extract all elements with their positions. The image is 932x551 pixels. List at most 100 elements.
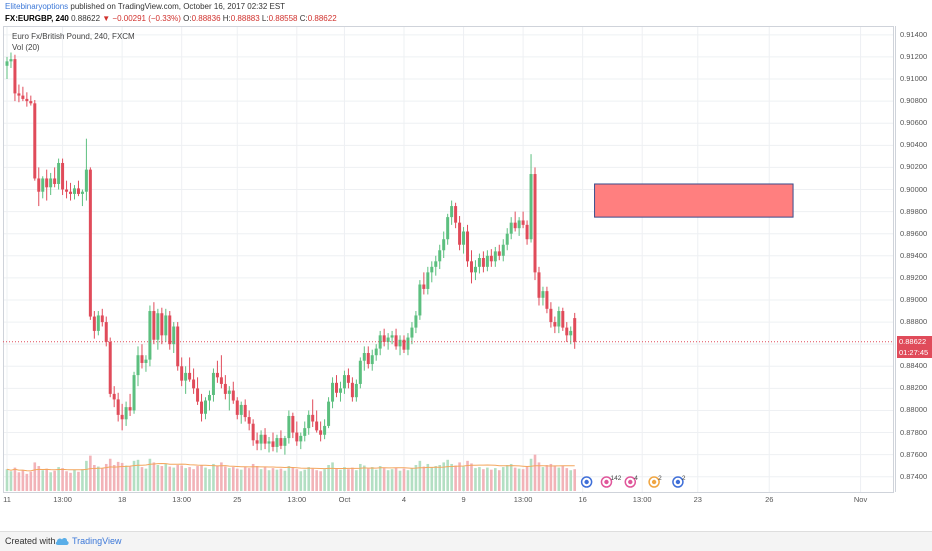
- volume-bar: [458, 462, 461, 491]
- price-axis-panel[interactable]: 0.91400 0.91200 0.91000 0.90800 0.90600 0.904…: [895, 26, 932, 492]
- candle-body: [335, 382, 339, 393]
- last-price-value: 0.88622: [71, 14, 101, 23]
- candle-body: [525, 224, 529, 240]
- volume-bar: [490, 469, 493, 491]
- volume-bar: [208, 469, 211, 491]
- candle-body: [565, 327, 569, 336]
- candle-body: [422, 284, 426, 289]
- candle-body: [295, 432, 299, 442]
- volume-bar: [255, 466, 259, 491]
- candle-body: [327, 401, 331, 426]
- candle-body: [342, 375, 346, 389]
- candle-body: [227, 390, 231, 394]
- volume-bar: [100, 468, 104, 491]
- volume-bar: [176, 465, 180, 491]
- price-axis-tick: 0.89000: [900, 294, 928, 304]
- volume-bar: [128, 466, 132, 491]
- volume-bar: [517, 468, 521, 491]
- volume-bar: [303, 469, 307, 491]
- candle-body: [331, 382, 335, 402]
- volume-bar: [13, 467, 17, 491]
- candle-body: [267, 441, 271, 444]
- volume-bar: [49, 472, 52, 491]
- candle-body: [275, 438, 279, 447]
- candle-body: [283, 438, 287, 446]
- volume-bar: [386, 470, 390, 491]
- volume-bar: [430, 467, 434, 491]
- candle-body: [402, 339, 406, 350]
- volume-bar: [271, 468, 275, 491]
- tradingview-brand-link[interactable]: TradingView: [72, 536, 122, 546]
- volume-bar: [93, 465, 96, 491]
- publisher-link[interactable]: Elitebinaryoptions: [5, 2, 69, 11]
- candle-body: [5, 61, 9, 66]
- volume-indicator-label[interactable]: Vol (20): [12, 43, 40, 52]
- chart-frame[interactable]: 11 13:00 18 13:00 25 13:00 Oct 4 9 13:00 16 13:00 23…: [3, 26, 932, 528]
- candle-body: [33, 103, 37, 179]
- candle-body: [450, 206, 454, 218]
- volume-bar: [224, 466, 227, 491]
- volume-bar: [5, 469, 9, 491]
- time-tick-label: 16: [578, 495, 586, 504]
- tradingview-cloud-icon[interactable]: [54, 535, 70, 547]
- volume-bar: [17, 472, 21, 491]
- high-label: H:: [222, 14, 231, 23]
- volume-bar: [25, 473, 29, 491]
- candle-body: [354, 383, 358, 398]
- volume-bar: [259, 469, 263, 491]
- volume-bar: [466, 460, 469, 491]
- price-axis-tick: 0.90200: [900, 162, 928, 172]
- candle-body: [144, 359, 148, 363]
- volume-bar: [212, 463, 215, 491]
- candle-body: [553, 322, 557, 327]
- price-axis-tick: 0.91200: [900, 51, 928, 61]
- volume-bar: [438, 465, 442, 491]
- candle-body: [37, 178, 41, 192]
- volume-bar: [65, 471, 68, 491]
- volume-bar: [557, 467, 561, 491]
- volume-bar: [410, 468, 414, 491]
- candle-body: [172, 326, 176, 345]
- candle-body: [168, 315, 172, 345]
- candle-body: [469, 261, 473, 273]
- supply-zone-rectangle: [594, 183, 794, 218]
- candle-body: [426, 272, 430, 289]
- high-value: 0.88883: [230, 14, 260, 23]
- symbol-label[interactable]: FX:EURGBP, 240: [5, 14, 69, 23]
- volume-bar: [549, 463, 553, 491]
- bar-countdown-label: 01:27:45: [897, 346, 932, 358]
- volume-bar: [446, 459, 449, 491]
- candle-body: [454, 206, 458, 223]
- price-axis-tick: 0.87600: [900, 449, 928, 459]
- candle-body: [255, 440, 259, 444]
- candle-body: [311, 414, 315, 422]
- volume-bar: [243, 466, 247, 491]
- candle-body: [156, 313, 160, 340]
- candle-body: [45, 178, 49, 188]
- volume-bar: [160, 466, 164, 491]
- candle-body: [112, 393, 116, 400]
- candle-body: [537, 272, 541, 298]
- volume-bar: [561, 465, 565, 491]
- price-axis-tick: 0.91400: [900, 29, 928, 39]
- candle-body: [25, 98, 29, 102]
- volume-bar: [470, 463, 473, 491]
- time-tick-label: 4: [402, 495, 406, 504]
- volume-bar: [283, 470, 287, 491]
- volume-bar: [347, 469, 350, 491]
- candle-body: [533, 174, 537, 273]
- volume-bar: [359, 463, 362, 491]
- event-marker-dot: [628, 479, 633, 485]
- time-tick-label: 23: [694, 495, 702, 504]
- candle-body: [374, 348, 378, 356]
- volume-bar: [434, 466, 438, 491]
- candlestick-chart[interactable]: 11 13:00 18 13:00 25 13:00 Oct 4 9 13:00 16 13:00 23…: [3, 26, 895, 528]
- candle-body: [69, 191, 73, 194]
- volume-bar: [152, 462, 156, 491]
- volume-bar: [406, 470, 410, 491]
- candle-body: [84, 169, 88, 192]
- candle-body: [549, 308, 553, 323]
- volume-bar: [132, 460, 136, 491]
- volume-bar: [192, 469, 195, 491]
- candle-body: [346, 375, 350, 383]
